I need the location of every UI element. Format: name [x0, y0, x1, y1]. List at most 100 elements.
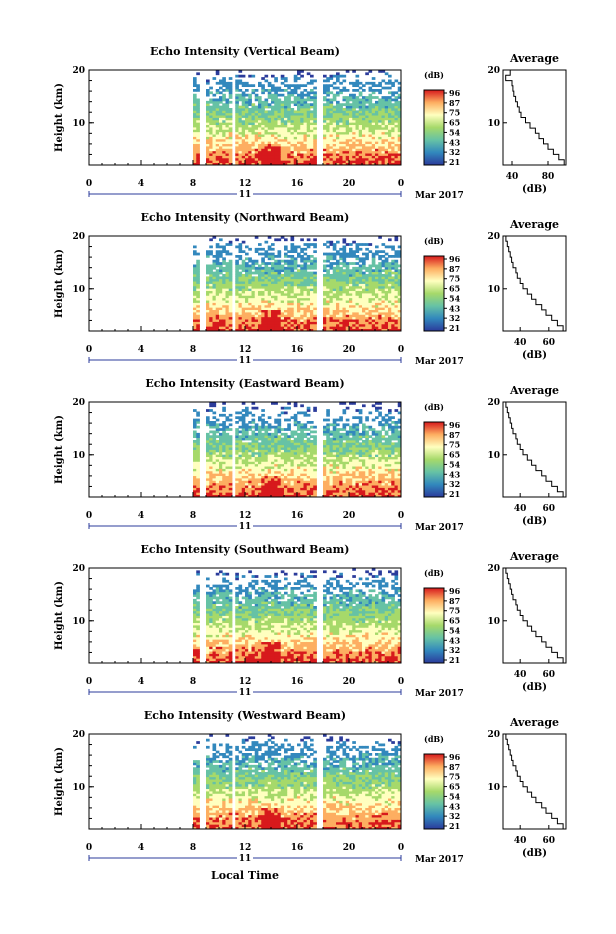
heatmap-cell — [258, 435, 262, 438]
heatmap-cell — [372, 284, 376, 287]
heatmap-cell — [206, 139, 210, 142]
heatmap-cell — [219, 156, 223, 159]
heatmap-cell — [209, 488, 213, 491]
heatmap-cell — [378, 158, 382, 161]
heatmap-cell — [213, 310, 217, 313]
heatmap-cell — [239, 267, 243, 270]
heatmap-cell — [388, 322, 392, 325]
heatmap-cell — [209, 274, 213, 277]
heatmap-cell — [261, 103, 265, 106]
heatmap-cell — [206, 421, 210, 424]
heatmap-cell — [307, 473, 311, 476]
heatmap-cell — [268, 466, 272, 469]
heatmap-cell — [336, 118, 340, 121]
heatmap-cell — [255, 488, 259, 491]
heatmap-cell — [271, 281, 275, 284]
heatmap-cell — [258, 127, 262, 130]
heatmap-cell — [229, 312, 233, 315]
heatmap-cell — [209, 246, 213, 249]
heatmap-cell — [213, 416, 217, 419]
heatmap-cell — [274, 94, 278, 97]
heatmap-cell — [271, 312, 275, 315]
heatmap-cell — [333, 106, 337, 109]
heatmap-cell — [330, 326, 334, 329]
heatmap-cell — [258, 471, 262, 474]
heatmap-cell — [287, 151, 291, 154]
heatmap-cell — [235, 80, 239, 83]
heatmap-cell — [385, 326, 389, 329]
heatmap-cell — [326, 144, 330, 147]
heatmap-cell — [235, 281, 239, 284]
heatmap-cell — [281, 276, 285, 279]
heatmap-cell — [209, 134, 213, 137]
heatmap-cell — [343, 248, 347, 251]
heatmap-cell — [209, 115, 213, 118]
heatmap-cell — [339, 281, 343, 284]
heatmap-cell — [313, 317, 317, 320]
heatmap-cell — [323, 469, 327, 472]
heatmap-cell — [339, 153, 343, 156]
heatmap-cell — [339, 82, 343, 85]
heatmap-cell — [281, 307, 285, 310]
heatmap-cell — [216, 260, 220, 263]
heatmap-cell — [222, 469, 226, 472]
heatmap-cell — [323, 127, 327, 130]
heatmap-cell — [297, 87, 301, 90]
heatmap-cell — [359, 310, 363, 313]
heatmap-cell — [294, 404, 298, 407]
heatmap-cell — [356, 307, 360, 310]
heatmap-cell — [265, 151, 269, 154]
heatmap-cell — [304, 89, 308, 92]
heatmap-cell — [261, 120, 265, 123]
heatmap-cell — [336, 250, 340, 253]
heatmap-cell — [213, 307, 217, 310]
heatmap-cell — [346, 137, 350, 140]
heatmap-cell — [281, 137, 285, 140]
heatmap-cell — [255, 492, 259, 495]
heatmap-cell — [245, 148, 249, 151]
heatmap-cell — [395, 99, 399, 102]
heatmap-cell — [261, 466, 265, 469]
heatmap-cell — [219, 279, 223, 282]
heatmap-cell — [307, 260, 311, 263]
heatmap-cell — [255, 471, 259, 474]
heatmap-cell — [385, 319, 389, 322]
heatmap-cell — [209, 279, 213, 282]
heatmap-cell — [352, 141, 356, 144]
heatmap-cell — [258, 454, 262, 457]
heatmap-cell — [304, 317, 308, 320]
heatmap-cell — [242, 298, 246, 301]
heatmap-cell — [252, 407, 256, 410]
heatmap-cell — [395, 317, 399, 320]
heatmap-cell — [222, 132, 226, 135]
heatmap-cell — [378, 295, 382, 298]
heatmap-cell — [278, 160, 282, 163]
heatmap-cell — [242, 286, 246, 289]
heatmap-cell — [307, 485, 311, 488]
heatmap-cell — [281, 120, 285, 123]
heatmap-cell — [385, 96, 389, 99]
heatmap-cell — [261, 276, 265, 279]
heatmap-cell — [252, 457, 256, 460]
heatmap-cell — [297, 151, 301, 154]
heatmap-cell — [375, 129, 379, 132]
heatmap-cell — [323, 298, 327, 301]
heatmap-cell — [265, 457, 269, 460]
heatmap-cell — [333, 158, 337, 161]
heatmap-cell — [216, 310, 220, 313]
heatmap-cell — [297, 279, 301, 282]
heatmap-cell — [391, 146, 395, 149]
heatmap-cell — [255, 435, 259, 438]
heatmap-cell — [226, 139, 230, 142]
heatmap-cell — [336, 87, 340, 90]
heatmap-cell — [304, 293, 308, 296]
heatmap-cell — [304, 310, 308, 313]
heatmap-cell — [382, 132, 386, 135]
heatmap-cell — [281, 101, 285, 104]
heatmap-cell — [216, 483, 220, 486]
heatmap-cell — [388, 146, 392, 149]
heatmap-cell — [226, 132, 230, 135]
heatmap-cell — [365, 134, 369, 137]
heatmap-cell — [297, 272, 301, 275]
heatmap-cell — [395, 120, 399, 123]
